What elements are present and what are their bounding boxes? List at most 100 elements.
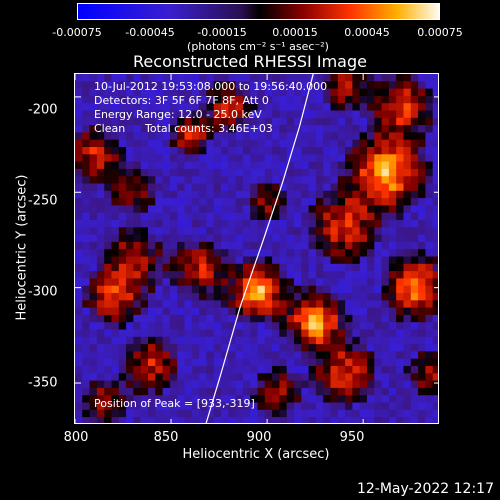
heatmap-cell [206,314,215,323]
heatmap-cell [184,81,193,90]
heatmap-cell [279,409,288,418]
heatmap-cell [308,278,317,287]
heatmap-cell [118,387,127,396]
heatmap-cell [294,249,302,257]
heatmap-cell [140,125,149,133]
heatmap-cell [337,336,346,345]
heatmap-cell [169,139,178,148]
heatmap-cell [148,373,156,382]
solar-limb-line [205,74,314,423]
heatmap-cell [89,212,98,221]
heatmap-cell [345,314,353,323]
heatmap-cell [228,256,237,265]
heatmap-cell [403,256,412,265]
heatmap-cell [425,154,434,163]
heatmap-cell [257,351,266,360]
heatmap-cell [308,263,317,272]
heatmap-cell [301,168,310,177]
heatmap-cell [169,329,178,338]
heatmap-cell [257,81,266,90]
heatmap-cell [184,198,193,206]
heatmap-cell [111,249,120,257]
heatmap-cell [118,322,127,330]
heatmap-cell [381,293,390,301]
heatmap-cell [242,322,251,330]
heatmap-cell [155,147,164,155]
heatmap-cell [89,329,98,338]
heatmap-cell [425,241,434,250]
heatmap-cell [126,336,134,345]
heatmap-cell [352,117,361,126]
heatmap-cell [301,198,310,206]
heatmap-cell [396,387,404,396]
heatmap-cell [184,176,193,184]
heatmap-cell [199,183,207,192]
heatmap-cell [345,417,353,423]
peak-position-text: Position of Peak = [933,-319] [94,397,255,410]
heatmap-cell [374,139,383,148]
heatmap-cell [184,300,193,309]
heatmap-cell [206,278,215,287]
heatmap-cell [75,125,83,133]
heatmap-cell [184,110,193,119]
heatmap-cell [191,95,200,104]
heatmap-cell [396,285,404,294]
heatmap-cell [242,161,251,170]
heatmap-cell [367,168,375,177]
heatmap-cell [257,198,266,206]
heatmap-cell [177,190,185,199]
heatmap-cell [381,212,390,221]
heatmap-cell [315,293,324,301]
heatmap-cell [410,88,419,97]
heatmap-cell [140,402,149,411]
heatmap-cell [148,154,156,163]
heatmap-cell [206,293,215,301]
heatmap-cell [345,220,353,228]
heatmap-cell [345,234,353,243]
heatmap-cell [264,329,273,338]
heatmap-cell [403,387,412,396]
heatmap-cell [308,387,317,396]
heatmap-cell [75,74,83,82]
heatmap-cell [272,103,280,111]
heatmap-cell [388,125,397,133]
heatmap-cell [425,344,434,352]
heatmap-cell [82,395,91,403]
heatmap-cell [250,241,258,250]
heatmap-cell [162,154,171,163]
heatmap-cell [148,227,156,236]
heatmap-cell [432,322,438,330]
heatmap-cell [286,103,295,111]
heatmap-cell [308,183,317,192]
heatmap-cell [323,293,331,301]
heatmap-cell [432,132,438,141]
heatmap-cell [410,161,419,170]
heatmap-cell [279,278,288,287]
heatmap-cell [352,373,361,382]
heatmap-cell [199,344,207,352]
heatmap-cell [75,249,83,257]
heatmap-cell [133,380,142,389]
heatmap-cell [250,256,258,265]
heatmap-cell [162,293,171,301]
heatmap-cell [330,168,339,177]
heatmap-cell [279,220,288,228]
heatmap-cell [126,293,134,301]
heatmap-cell [169,307,178,316]
heatmap-cell [264,154,273,163]
heatmap-cell [308,293,317,301]
heatmap-cell [250,402,258,411]
heatmap-cell [388,409,397,418]
heatmap-cell [330,278,339,287]
heatmap-cell [235,256,244,265]
heatmap-cell [82,322,91,330]
heatmap-cell [75,81,83,90]
heatmap-cell [242,241,251,250]
heatmap-cell [388,227,397,236]
heatmap-cell [162,358,171,367]
heatmap-cell [294,103,302,111]
heatmap-cell [425,285,434,294]
heatmap-cell [169,387,178,396]
heatmap-cell [279,125,288,133]
heatmap-cell [323,329,331,338]
